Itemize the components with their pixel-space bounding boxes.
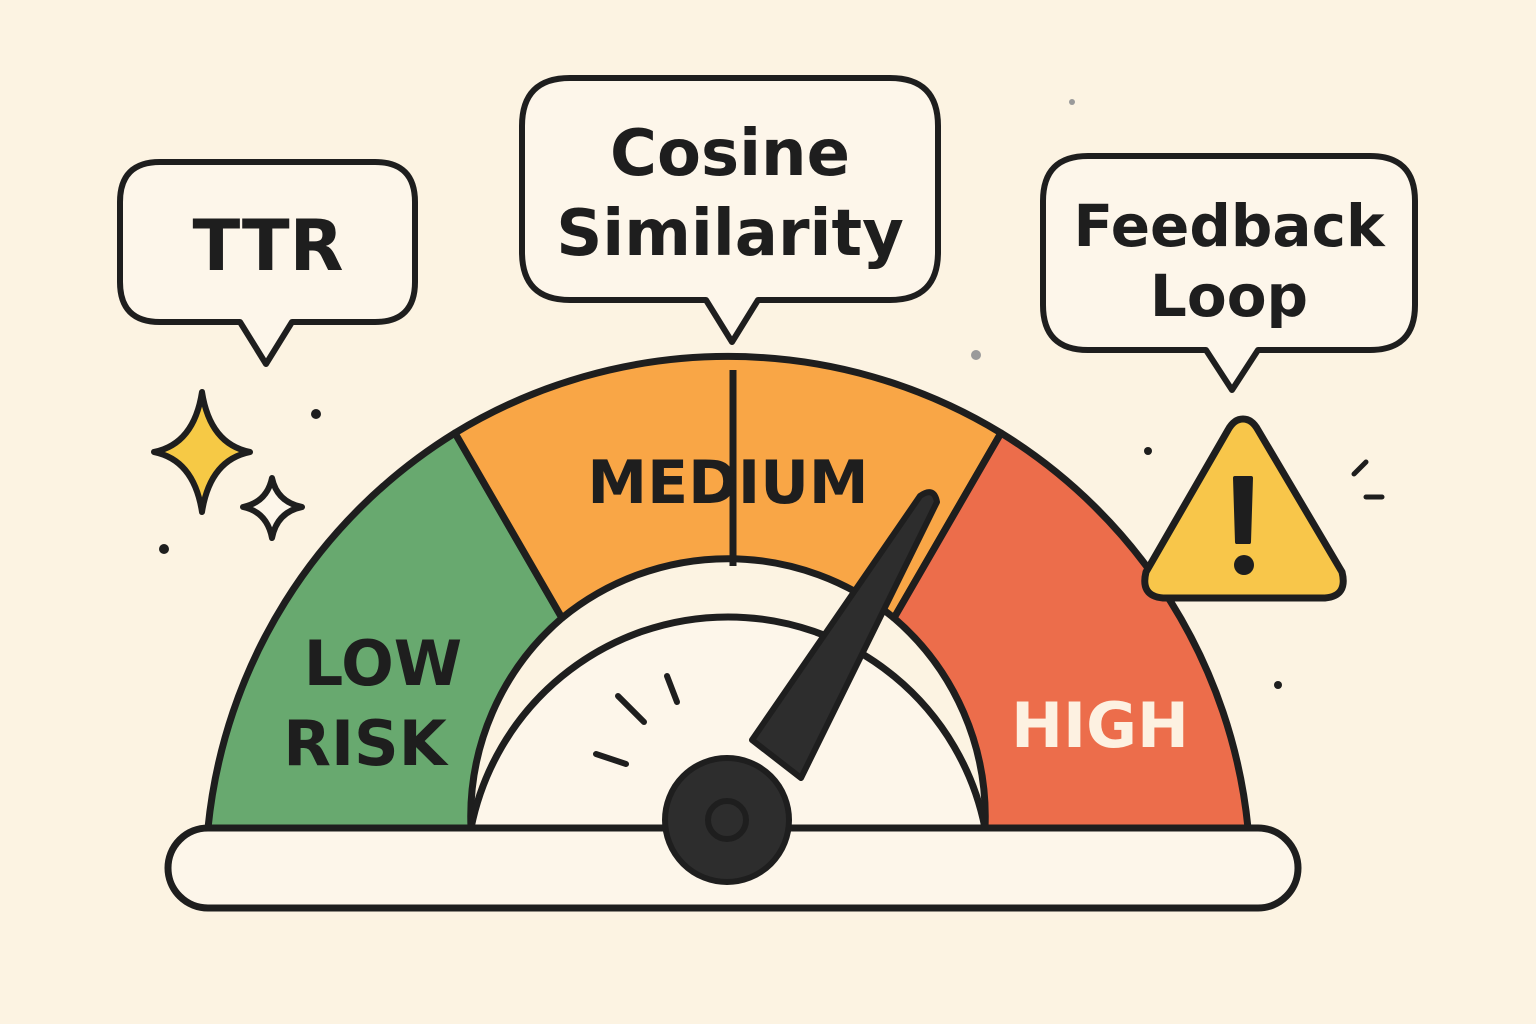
motion-ticks <box>593 673 680 767</box>
zone-medium-label: MEDIUM <box>587 448 868 518</box>
zone-low-label-line2: RISK <box>283 707 448 780</box>
gauge-needle <box>662 489 940 885</box>
zone-low <box>204 429 566 832</box>
bubble-ttr: TTR <box>117 159 418 367</box>
warning-emphasis-strokes <box>1351 459 1385 500</box>
decorative-dots <box>159 99 1282 689</box>
bubble-ttr-label: TTR <box>192 205 343 287</box>
bubble-cosine-similarity: Cosine Similarity <box>519 75 941 345</box>
bubble-feedback-loop: Feedback Loop <box>1040 153 1418 393</box>
warning-icon <box>1141 415 1347 602</box>
bubble-feedback-line1: Feedback <box>1073 192 1385 260</box>
gauge-zones <box>204 353 1252 832</box>
sparkle-icon <box>151 389 305 541</box>
zone-high <box>890 429 1252 832</box>
bubble-cosine-line1: Cosine <box>610 117 850 191</box>
bubble-cosine-line2: Similarity <box>556 197 904 271</box>
zone-low-label-line1: LOW <box>304 627 462 700</box>
bubble-feedback-line2: Loop <box>1150 262 1308 330</box>
zone-high-label: HIGH <box>1011 689 1189 762</box>
